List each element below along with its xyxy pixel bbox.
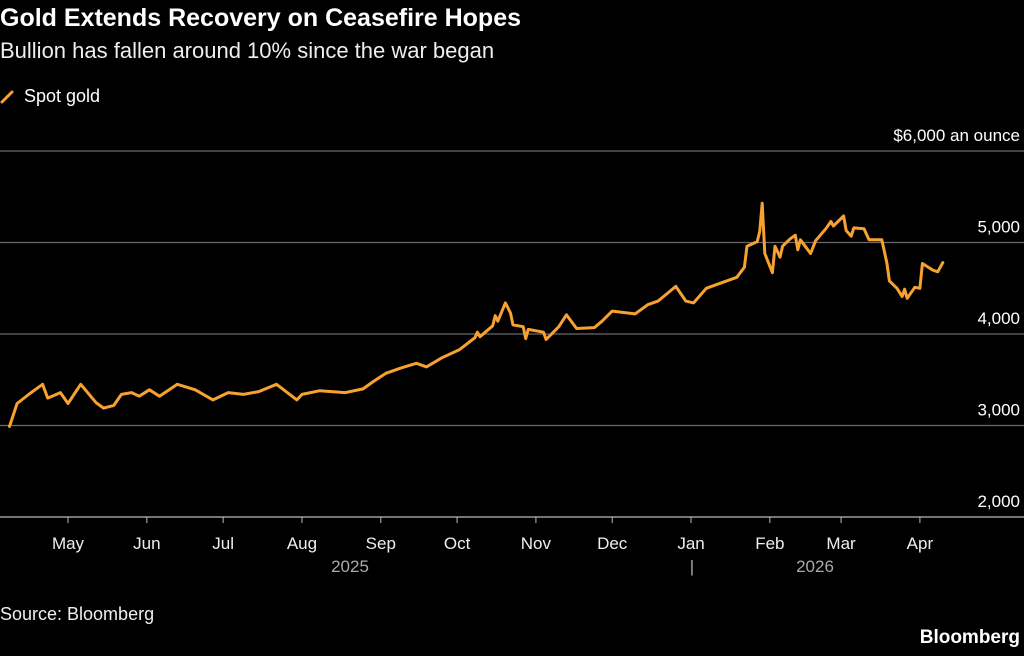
legend-label: Spot gold bbox=[24, 86, 101, 106]
y-tick-label: $6,000 an ounce bbox=[893, 126, 1020, 145]
legend: Spot gold bbox=[0, 86, 100, 107]
x-tick-label: Mar bbox=[826, 534, 856, 553]
y-tick-label: 4,000 bbox=[977, 309, 1020, 328]
chart-subtitle: Bullion has fallen around 10% since the … bbox=[0, 38, 495, 63]
x-tick-label: Jul bbox=[212, 534, 234, 553]
x-tick-label: May bbox=[52, 534, 85, 553]
x-tick-label: Feb bbox=[755, 534, 784, 553]
legend-line-icon bbox=[0, 90, 14, 103]
source-note: Source: Bloomberg bbox=[0, 604, 155, 624]
series-line-spot-gold bbox=[8, 201, 945, 428]
x-tick-label: Dec bbox=[597, 534, 628, 553]
year-label-2026: 2026 bbox=[796, 557, 834, 576]
bloomberg-logo: Bloomberg bbox=[919, 627, 1020, 648]
x-tick-label: Jan bbox=[677, 534, 704, 553]
line-chart: 2,000 3,000 4,000 5,000 $6,000 an ounce May J… bbox=[0, 126, 1024, 576]
x-tick-label: Nov bbox=[521, 534, 552, 553]
x-tick-label: Apr bbox=[907, 534, 934, 553]
year-separator: | bbox=[690, 557, 694, 576]
y-tick-label: 2,000 bbox=[977, 492, 1020, 511]
x-tick-label: Jun bbox=[133, 534, 160, 553]
x-tick-label: Sep bbox=[366, 534, 396, 553]
y-tick-label: 5,000 bbox=[977, 218, 1020, 237]
x-tick-label: Oct bbox=[444, 534, 471, 553]
chart-title: Gold Extends Recovery on Ceasefire Hopes bbox=[0, 4, 522, 32]
y-tick-label: 3,000 bbox=[977, 401, 1020, 420]
x-tick-label: Aug bbox=[287, 534, 317, 553]
year-label-2025: 2025 bbox=[331, 557, 369, 576]
